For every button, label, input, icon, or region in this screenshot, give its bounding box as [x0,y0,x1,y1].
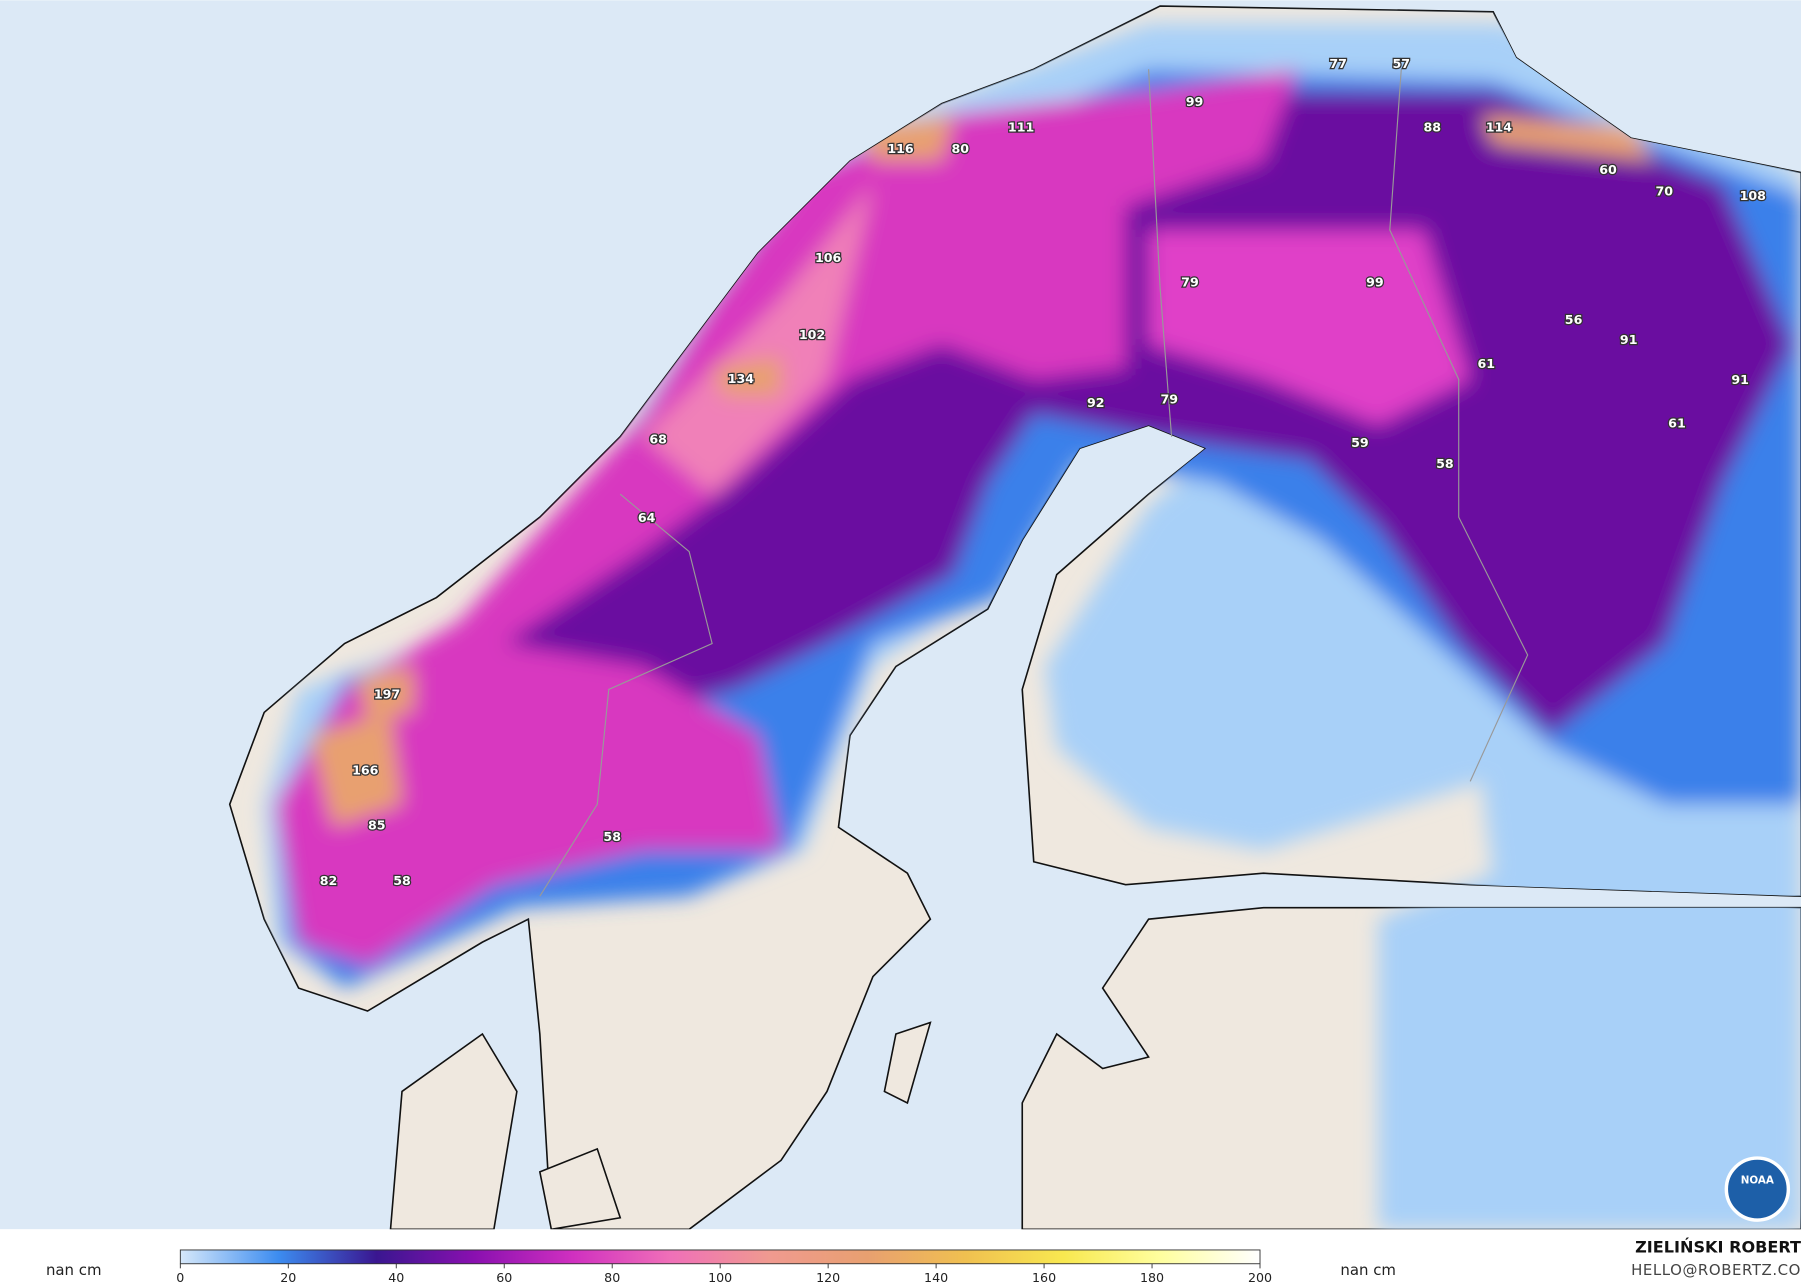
colorbar-tick-label: 200 [1248,1270,1272,1285]
point-label: 60 [1599,162,1617,177]
colorbar-tick-label: 160 [1032,1270,1056,1285]
point-label: 92 [1087,395,1105,410]
point-label: 61 [1477,356,1495,371]
point-label: 58 [603,829,621,844]
colorbar-tick-label: 120 [816,1270,840,1285]
gotland [883,1021,932,1105]
point-label: 68 [649,432,667,447]
colorbar [179,1249,1261,1265]
border-sweden-finland [1148,69,1173,437]
snow-orange-3 [712,356,782,397]
colorbar-tick-label: 20 [280,1270,296,1285]
point-label: 102 [799,327,825,342]
point-label: 88 [1424,119,1442,134]
colorbar-tick-label: 100 [708,1270,732,1285]
credit-author: ZIELIŃSKI ROBERT [1635,1237,1801,1256]
snow-magenta-east [1148,230,1471,426]
point-label: 77 [1329,56,1347,71]
colorbar-tick-label: 0 [176,1270,184,1285]
colorbar-tick-label: 60 [496,1270,512,1285]
point-label: 64 [638,510,656,525]
point-label: 56 [1565,312,1583,327]
point-label: 82 [320,873,338,888]
colorbar-tick-label: 40 [388,1270,404,1285]
colorbar-tick-label: 140 [924,1270,948,1285]
point-label: 106 [815,250,842,265]
point-label: 58 [393,873,411,888]
point-label: 197 [374,687,400,702]
point-label: 134 [728,371,755,386]
point-label: 59 [1351,435,1369,450]
point-label: 116 [887,141,914,156]
point-label: 99 [1366,274,1384,289]
snow-magenta [275,69,1298,966]
point-label: 70 [1656,184,1674,199]
colorbar-label-left: nan cm [46,1261,102,1279]
point-label: 99 [1186,94,1204,109]
point-label: 80 [951,141,969,156]
point-label: 61 [1668,416,1686,431]
snow-purple [482,92,1792,736]
point-label: 91 [1620,332,1638,347]
snow-orange-2 [356,666,414,719]
point-label: 108 [1740,188,1766,203]
point-label: 111 [1008,119,1034,134]
colorbar-tick-label: 80 [604,1270,620,1285]
border-norway-sweden [539,493,713,897]
snow-orange-1 [310,712,403,828]
point-label: 79 [1160,391,1178,406]
point-labels: 116 80 111 99 77 57 88 114 60 70 108 106 79 99 102 134 5… [318,55,1767,889]
snow-orange-5 [1481,115,1654,162]
borders [539,69,1529,897]
colorbar-label-right: nan cm [1340,1261,1396,1279]
point-label: 166 [352,762,379,777]
border-finland-russia [1389,69,1529,782]
snow-pink [643,184,873,495]
danish-islands [538,1147,622,1231]
colorbar-tick-label: 180 [1140,1270,1164,1285]
point-label: 114 [1486,119,1513,134]
credit-contact: HELLO@ROBERTZ.CO [1631,1261,1801,1279]
logo [1724,1156,1791,1222]
point-label: 79 [1181,274,1199,289]
point-label: 85 [368,818,386,833]
denmark [389,1032,518,1231]
point-label: 91 [1731,372,1749,387]
point-label: 57 [1392,56,1410,71]
point-label: 58 [1436,456,1454,471]
logo-text: NOAA [1741,1174,1774,1186]
